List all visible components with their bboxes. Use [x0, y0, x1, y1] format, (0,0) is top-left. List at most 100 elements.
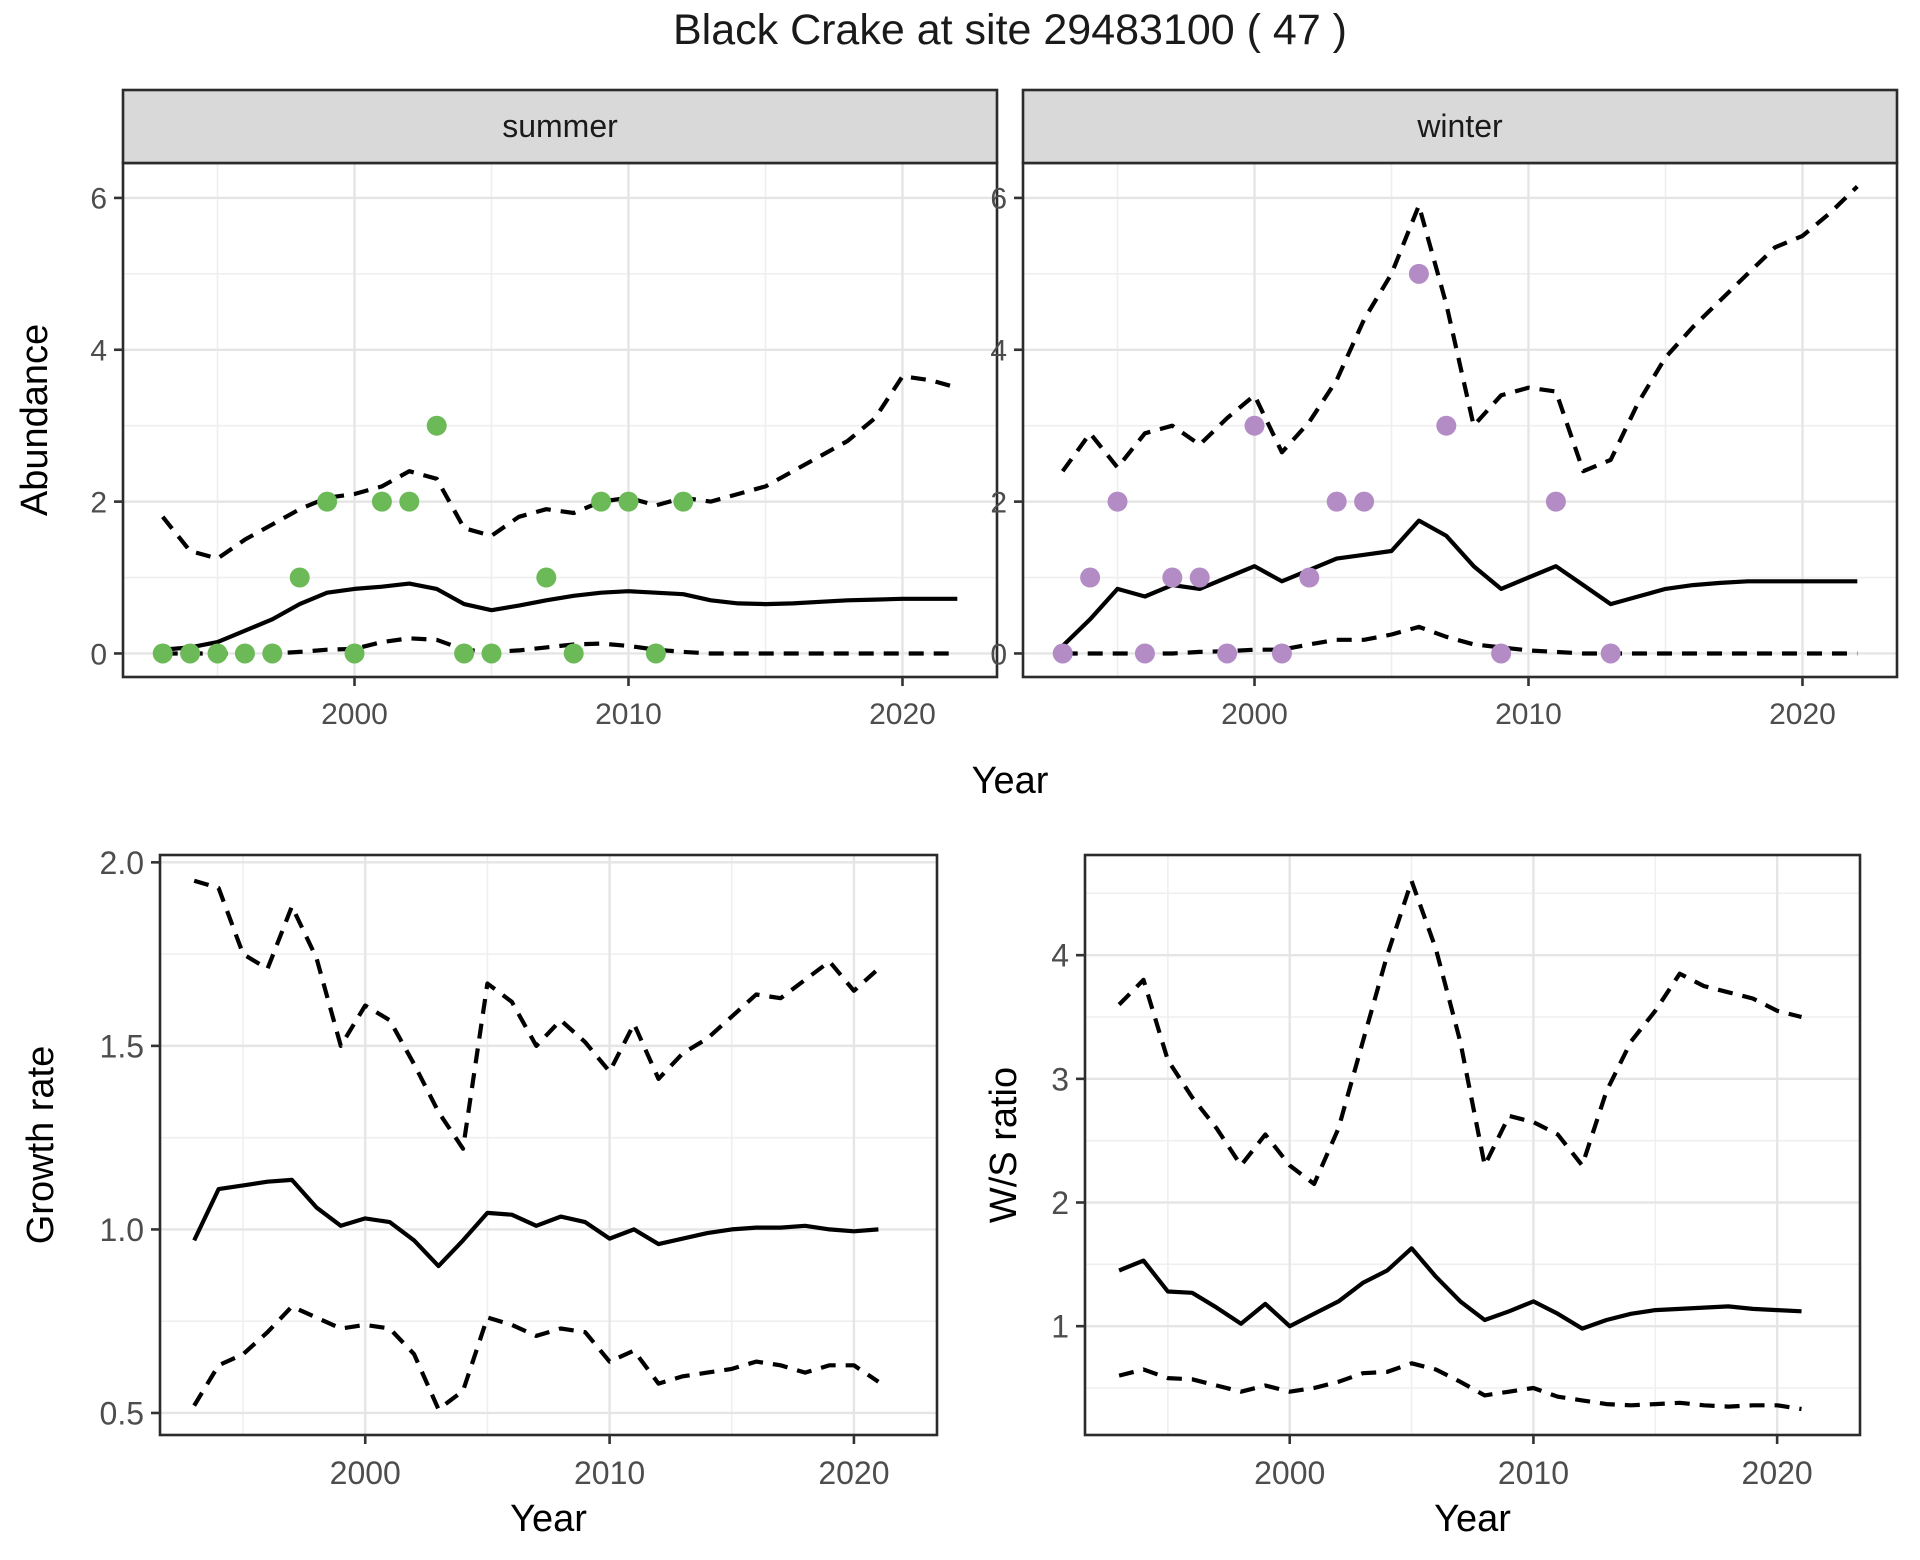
x-axis-title-year-growth: Year — [510, 1498, 587, 1540]
x-tick-label: 2020 — [1769, 698, 1836, 731]
panel-ws-ratio: 2000 2010 2020 1 2 3 4 — [1051, 853, 1862, 1491]
observation-point — [1436, 415, 1457, 436]
observation-point — [454, 643, 475, 664]
observation-point — [1326, 491, 1347, 512]
observation-point — [1217, 643, 1238, 664]
observation-point — [1491, 643, 1512, 664]
y-tick-label: 0.5 — [100, 1395, 144, 1431]
observation-point — [563, 643, 584, 664]
facet-strip-box — [121, 88, 999, 165]
x-tick-label: 2000 — [330, 1455, 401, 1491]
observation-point — [289, 567, 310, 588]
y-tick-label: 4 — [1051, 938, 1069, 974]
observation-point — [673, 491, 694, 512]
x-tick-label: 2020 — [1742, 1455, 1813, 1491]
observation-point — [262, 643, 283, 664]
facet-strip-summer: summer — [123, 90, 997, 163]
observation-point — [1600, 643, 1621, 664]
observation-point — [1244, 415, 1265, 436]
median-line — [192, 1177, 879, 1269]
upper_ci-line — [193, 878, 880, 1151]
observation-point — [1271, 643, 1292, 664]
x-axis-title-year-ws: Year — [1434, 1498, 1511, 1540]
observation-point — [317, 491, 338, 512]
observation-point — [152, 643, 173, 664]
lower_ci-line — [162, 636, 958, 656]
panel-background — [160, 855, 937, 1435]
y-tick-label: 2 — [1051, 1185, 1069, 1221]
panel-abundance-summer: 2000 2010 2020 0 2 4 6 — [90, 88, 999, 731]
panel-growth-rate: 2000 2010 2020 0.5 1.0 1.5 2.0 — [100, 845, 939, 1491]
median-line — [1118, 1246, 1802, 1331]
panel-border — [1083, 853, 1862, 1437]
observation-point — [1299, 567, 1320, 588]
panel-abundance-winter: 2000 2010 2020 0 2 4 6 — [990, 88, 1899, 731]
y-axis-title-growth-rate: Growth rate — [20, 1045, 62, 1245]
facet-strip-box — [1021, 88, 1899, 165]
x-tick-label: 2020 — [869, 698, 936, 731]
x-tick-label: 2000 — [321, 698, 388, 731]
observation-point — [1354, 491, 1375, 512]
observation-point — [618, 491, 639, 512]
y-axis-title-ws-ratio: W/S ratio — [983, 1066, 1025, 1224]
y-tick-label: 0 — [90, 638, 107, 671]
observation-point — [591, 491, 612, 512]
observation-point — [1189, 567, 1210, 588]
observation-point — [536, 567, 557, 588]
observation-point — [1545, 491, 1566, 512]
x-tick-label: 2020 — [818, 1455, 889, 1491]
x-tick-label: 2010 — [574, 1455, 645, 1491]
lower_ci-line — [192, 1304, 880, 1412]
observation-point — [645, 643, 666, 664]
y-tick-label: 2.0 — [100, 845, 144, 881]
observation-point — [1107, 491, 1128, 512]
median-line — [1061, 518, 1858, 648]
y-tick-label: 4 — [90, 335, 107, 368]
y-tick-label: 1 — [1051, 1309, 1069, 1345]
facet-strip-summer-label: summer — [502, 108, 618, 144]
observation-point — [344, 643, 365, 664]
x-tick-label: 2010 — [595, 698, 662, 731]
y-tick-label: 1.0 — [100, 1212, 144, 1248]
observation-point — [234, 643, 255, 664]
lower_ci-line — [1062, 624, 1858, 656]
y-tick-label: 2 — [990, 486, 1007, 519]
lower_ci-line — [1118, 1361, 1802, 1412]
panel-border — [158, 853, 939, 1437]
panel-background — [1023, 163, 1897, 677]
observation-point — [371, 491, 392, 512]
x-tick-label: 2000 — [1254, 1455, 1325, 1491]
x-axis-title-year-top: Year — [971, 760, 1049, 802]
observation-point — [1162, 567, 1183, 588]
observation-point — [1408, 263, 1429, 284]
observation-point — [207, 643, 228, 664]
y-tick-label: 2 — [90, 486, 107, 519]
observation-point — [180, 643, 201, 664]
x-tick-label: 2010 — [1495, 698, 1562, 731]
panel-background — [123, 163, 997, 677]
y-tick-label: 1.5 — [100, 1028, 144, 1064]
panel-background — [1085, 855, 1860, 1435]
x-tick-label: 2010 — [1498, 1455, 1569, 1491]
upper_ci-line — [161, 374, 958, 561]
y-tick-label: 6 — [90, 183, 107, 216]
facet-strip-winter-label: winter — [1417, 108, 1503, 144]
median-line — [162, 581, 958, 652]
observation-point — [399, 491, 420, 512]
page-title: Black Crake at site 29483100 ( 47 ) — [672, 6, 1348, 54]
x-tick-label: 2000 — [1221, 698, 1288, 731]
observation-point — [1052, 643, 1073, 664]
observation-point — [1080, 567, 1101, 588]
observation-point — [481, 643, 502, 664]
facet-strip-winter: winter — [1023, 90, 1897, 163]
y-tick-label: 6 — [990, 183, 1007, 216]
y-tick-label: 4 — [990, 335, 1007, 368]
y-axis-title-abundance: Abundance — [14, 323, 56, 517]
upper_ci-line — [1060, 184, 1859, 474]
observation-point — [426, 415, 447, 436]
observation-point — [1134, 643, 1155, 664]
upper_ci-line — [1117, 878, 1803, 1187]
y-tick-label: 3 — [1051, 1061, 1069, 1097]
